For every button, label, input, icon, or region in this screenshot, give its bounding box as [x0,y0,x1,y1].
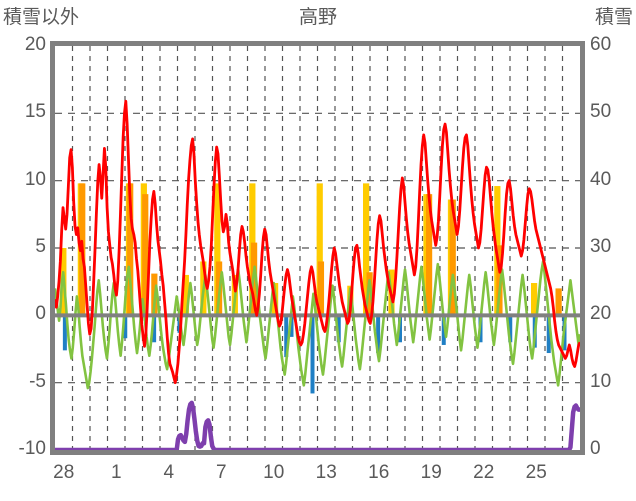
plot-svg [55,46,580,450]
left-tick-label: 10 [24,168,46,190]
right-tick-label: 0 [590,438,601,459]
blue-bar [152,315,157,343]
wind-series-line [55,260,580,390]
left-tick-label: 0 [35,303,46,325]
right-tick-label: 50 [590,101,612,123]
blue-bar [284,315,289,358]
left-tick-label: 15 [24,101,46,123]
blue-bar [336,315,341,343]
precipitation-bar [214,183,221,316]
blue-bar [508,315,513,343]
x-tick-label: 22 [473,462,495,483]
plot-area [50,41,585,455]
left-tick-label: 20 [24,34,46,55]
precipitation-bar [127,183,134,316]
blue-bar [376,315,381,354]
x-tick-label: 10 [263,462,285,483]
x-tick-label: 25 [525,462,547,483]
blue-bar [310,315,315,394]
blue-bar [441,315,446,345]
left-tick-label: 5 [35,236,46,257]
blue-bar [62,315,67,351]
precipitation-bar [449,199,456,316]
x-tick-label: 13 [315,462,337,483]
right-axis-title: 積雪 [594,7,633,28]
precipitation-bar [555,288,562,316]
right-tick-label: 40 [590,168,612,190]
precipitation-bar [426,194,433,316]
precipitation-bar [316,183,323,316]
x-tick-label: 1 [110,462,122,483]
precipitation-bar [317,261,325,316]
temperature-series-line [55,99,580,385]
right-tick-label: 10 [590,370,612,392]
precipitation-bar [142,194,149,316]
right-tick-label: 20 [590,303,612,325]
left-tick-label: -10 [18,438,46,459]
x-tick-label: 4 [163,462,175,483]
precipitation-bar [363,183,370,316]
plot-inner [55,46,580,450]
precipitation-bar [366,272,373,316]
blue-bar [546,315,551,354]
blue-bar [123,315,128,339]
precipitation-bar [531,283,538,316]
x-tick-label: 28 [53,462,75,483]
right-tick-label: 30 [590,236,612,257]
x-tick-label: 19 [420,462,442,483]
blue-bar [289,315,294,337]
x-tick-label: 16 [368,462,390,483]
chart-title: 高野 [298,7,337,28]
precipitation-bar [182,274,189,316]
left-tick-label: -5 [29,370,46,392]
left-axis-title: 積雪以外 [3,7,80,28]
right-tick-label: 60 [590,34,612,55]
x-tick-label: 7 [215,462,227,483]
